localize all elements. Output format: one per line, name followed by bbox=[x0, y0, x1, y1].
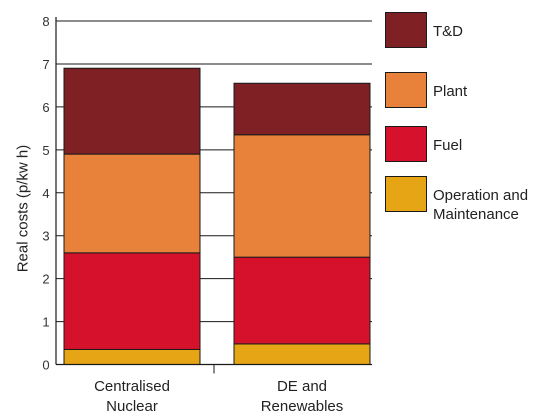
bar-segment bbox=[233, 343, 371, 366]
bar-segment bbox=[233, 82, 371, 136]
legend-swatch-fuel bbox=[385, 126, 427, 162]
bar-segment bbox=[63, 348, 201, 365]
bar-segment bbox=[233, 256, 371, 345]
bar-segment bbox=[63, 252, 201, 350]
y-tick-label: 6 bbox=[42, 100, 49, 115]
y-tick-label: 3 bbox=[42, 229, 49, 244]
y-axis-label: Real costs (p/kw h) bbox=[14, 144, 32, 273]
bar-segment bbox=[233, 134, 371, 258]
y-tick-label: 1 bbox=[42, 315, 49, 330]
y-tick-label: 4 bbox=[42, 186, 49, 201]
legend-label-plant: Plant bbox=[433, 83, 468, 100]
x-tick-label: Renewables bbox=[261, 398, 344, 415]
y-tick-label: 0 bbox=[42, 358, 49, 373]
x-tick-label: DE and bbox=[277, 378, 327, 395]
y-tick-label: 2 bbox=[42, 272, 49, 287]
bar-segment bbox=[63, 67, 201, 155]
legend-label-fuel: Fuel bbox=[433, 137, 463, 154]
legend-swatch-plant bbox=[385, 72, 427, 108]
legend-swatch-td bbox=[385, 12, 427, 48]
legend-label-operation-maintenance: Operation and Maintenance bbox=[433, 187, 529, 223]
y-tick-label: 5 bbox=[42, 143, 49, 158]
y-tick-label: 7 bbox=[42, 57, 49, 72]
legend-label-td: T&D bbox=[433, 23, 463, 40]
x-tick-label: Centralised bbox=[94, 378, 170, 395]
bar-segment bbox=[63, 153, 201, 254]
y-tick-label: 8 bbox=[42, 14, 49, 29]
legend-swatch-operation-maintenance bbox=[385, 176, 427, 212]
x-tick-label: Nuclear bbox=[106, 398, 158, 415]
